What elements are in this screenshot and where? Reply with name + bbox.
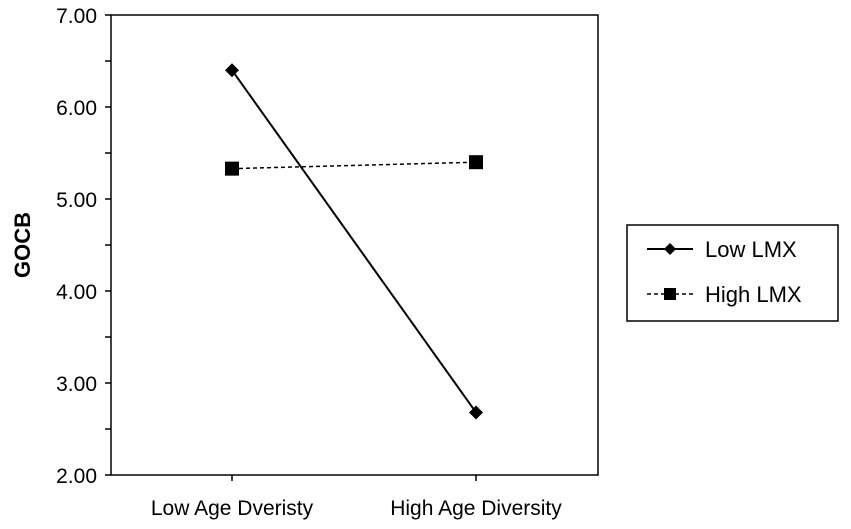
plot-area <box>110 14 599 476</box>
legend-box <box>626 224 839 322</box>
legend-marker-low-lmx <box>664 243 676 255</box>
x-axis-ticks <box>231 475 477 481</box>
legend-marker-high-lmx <box>664 288 676 300</box>
y-tick-label: 3.00 <box>56 373 97 396</box>
x-category-label-high: High Age Diversity <box>390 497 562 520</box>
series-line-high-lmx <box>231 161 477 170</box>
y-tick-label: 4.00 <box>56 281 97 304</box>
data-point-low-lmx-0 <box>225 63 239 78</box>
y-axis-title: GOCB <box>10 212 35 278</box>
y-axis-ticks <box>105 14 111 476</box>
data-point-high-lmx-0 <box>225 161 239 176</box>
data-point-low-lmx-1 <box>469 405 483 420</box>
y-tick-label: 7.00 <box>56 5 97 28</box>
y-tick-label: 5.00 <box>56 189 97 212</box>
series-line-low-lmx <box>231 69 477 414</box>
data-point-high-lmx-1 <box>469 155 483 170</box>
x-category-label-low: Low Age Dveristy <box>151 497 314 520</box>
y-tick-label: 6.00 <box>56 97 97 120</box>
series-layer <box>225 63 483 420</box>
legend-label-low-lmx: Low LMX <box>705 237 797 262</box>
legend: Low LMX High LMX <box>626 224 839 322</box>
y-axis-tick-labels: 2.00 3.00 4.00 5.00 6.00 7.00 <box>56 5 97 488</box>
legend-label-high-lmx: High LMX <box>705 282 802 307</box>
y-tick-label: 2.00 <box>56 465 97 488</box>
